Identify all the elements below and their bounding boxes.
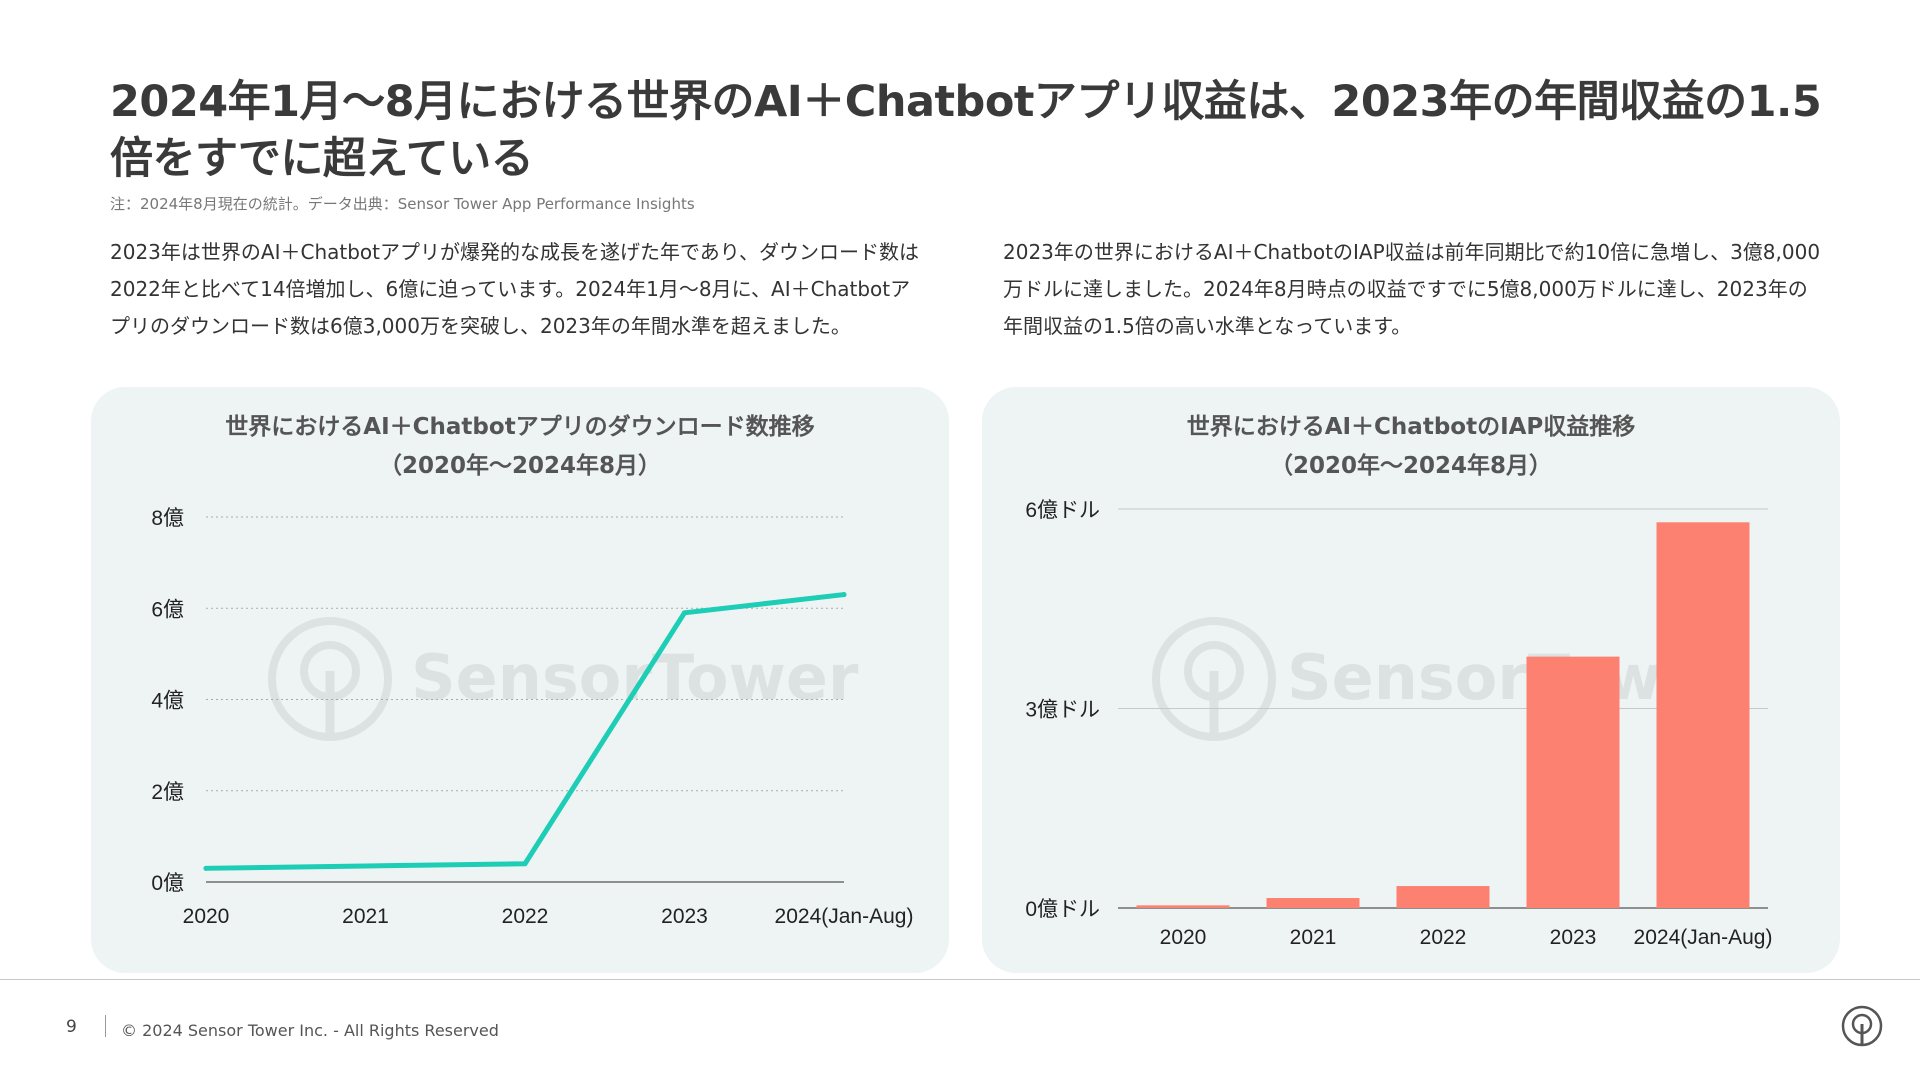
y-tick-label: 3億ドル xyxy=(1025,699,1100,722)
revenue-description: 2023年の世界におけるAI＋ChatbotのIAP収益は前年同期比で約10倍に… xyxy=(1003,240,1821,338)
data-point xyxy=(522,861,528,867)
data-point xyxy=(203,865,209,871)
data-point xyxy=(682,610,687,616)
x-tick-label: 2021 xyxy=(1290,926,1337,949)
data-point xyxy=(363,863,368,869)
watermark-logo-icon: SensorTower xyxy=(1152,617,1735,741)
downloads-chart-panel: 世界におけるAI＋Chatbotアプリのダウンロード数推移 （2020年〜202… xyxy=(91,387,949,973)
bar xyxy=(1656,522,1750,908)
bar xyxy=(1266,898,1360,908)
watermark-inner-ring xyxy=(1184,641,1244,701)
y-tick-label: 2億 xyxy=(151,781,184,804)
downloads-description: 2023年は世界のAI＋Chatbotアプリが爆発的な成長を遂げた年であり、ダウ… xyxy=(110,240,919,338)
watermark-logo-icon: SensorTower xyxy=(268,617,859,741)
y-tick-label: 0億 xyxy=(151,872,184,895)
y-tick-label: 4億 xyxy=(151,690,184,713)
y-tick-label: 0億ドル xyxy=(1025,898,1100,921)
page-number: 9 xyxy=(66,1017,77,1037)
x-tick-label: 2023 xyxy=(661,905,708,928)
y-tick-label: 8億 xyxy=(151,507,184,530)
watermark-ring xyxy=(1152,617,1276,741)
x-tick-label: 2024(Jan-Aug) xyxy=(1634,926,1773,949)
x-tick-label: 2020 xyxy=(1160,926,1207,949)
revenue-chart-panel: 世界におけるAI＋ChatbotのIAP収益推移 （2020年〜2024年8月）… xyxy=(982,387,1840,973)
revenue-chart-title: 世界におけるAI＋ChatbotのIAP収益推移 xyxy=(1186,414,1636,440)
revenue-chart-subtitle: （2020年〜2024年8月） xyxy=(1269,453,1553,479)
data-point xyxy=(841,592,847,598)
x-tick-label: 2021 xyxy=(342,905,389,928)
watermark-text: SensorTower xyxy=(411,641,859,714)
downloads-chart-title: 世界におけるAI＋Chatbotアプリのダウンロード数推移 xyxy=(225,414,815,440)
footer-divider xyxy=(0,979,1920,980)
data-source-note: 注：2024年8月現在の統計。データ出典：Sensor Tower App Pe… xyxy=(110,195,695,213)
x-tick-label: 2020 xyxy=(183,905,230,928)
x-tick-label: 2023 xyxy=(1550,926,1597,949)
bar xyxy=(1526,656,1620,908)
page-title: 2024年1月〜8月における世界のAI＋Chatbotアプリ収益は、2023年の… xyxy=(110,77,1822,184)
footer-separator xyxy=(105,1015,106,1037)
sensor-tower-logo-icon xyxy=(1841,1005,1883,1047)
x-tick-label: 2024(Jan-Aug) xyxy=(775,905,914,928)
downloads-chart-subtitle: （2020年〜2024年8月） xyxy=(378,453,662,479)
watermark-ring xyxy=(268,617,392,741)
y-tick-label: 6億 xyxy=(151,598,184,621)
downloads-line-chart: SensorTower 0億 2億 4億 6億 8億 2020 2021 2022 2023 202… xyxy=(151,507,914,928)
watermark-inner-ring xyxy=(300,641,360,701)
bar xyxy=(1396,886,1490,908)
x-tick-label: 2022 xyxy=(1420,926,1467,949)
y-tick-label: 6億ドル xyxy=(1025,499,1100,522)
x-tick-label: 2022 xyxy=(502,905,549,928)
revenue-bar-chart: SensorTower 0億ドル 3億ドル 6億ドル 2020 2021 2022 2023 2… xyxy=(1025,499,1773,949)
bar xyxy=(1136,905,1230,908)
copyright-text: © 2024 Sensor Tower Inc. - All Rights Re… xyxy=(121,1021,499,1040)
